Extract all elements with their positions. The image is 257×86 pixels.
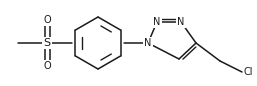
Text: S: S xyxy=(43,38,51,48)
Text: Cl: Cl xyxy=(244,67,253,77)
Text: O: O xyxy=(43,61,51,71)
Text: N: N xyxy=(153,17,161,27)
Text: N: N xyxy=(177,17,185,27)
Text: N: N xyxy=(144,38,152,48)
Text: O: O xyxy=(43,15,51,25)
